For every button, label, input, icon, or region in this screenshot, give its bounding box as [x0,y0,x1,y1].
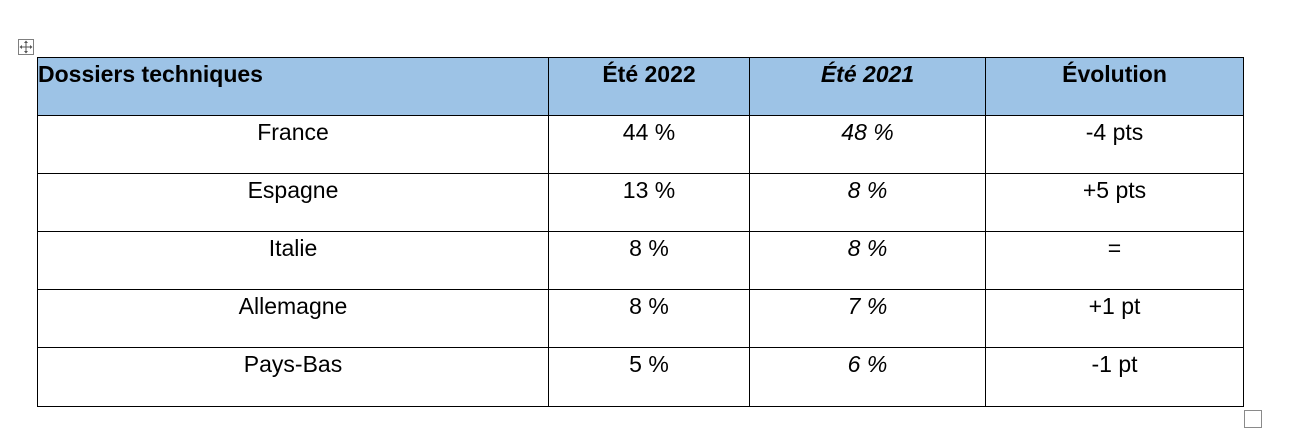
cell-country[interactable]: Italie [37,231,549,290]
cell-ete-2022[interactable]: 44 % [548,115,750,174]
cell-evolution[interactable]: +5 pts [985,173,1244,232]
cell-country[interactable]: France [37,115,549,174]
table-row: Italie 8 % 8 % = [37,231,1244,290]
header-dossiers-techniques[interactable]: Dossiers techniques [37,57,549,116]
cell-ete-2022[interactable]: 8 % [548,231,750,290]
header-ete-2021[interactable]: Été 2021 [749,57,986,116]
cell-country[interactable]: Pays-Bas [37,347,549,407]
table-row: France 44 % 48 % -4 pts [37,115,1244,174]
table-row: Espagne 13 % 8 % +5 pts [37,173,1244,232]
cell-ete-2021[interactable]: 8 % [749,231,986,290]
statistics-table: Dossiers techniques Été 2022 Été 2021 Év… [37,57,1244,407]
table-move-handle-icon[interactable] [18,39,34,55]
header-evolution[interactable]: Évolution [985,57,1244,116]
cell-ete-2021[interactable]: 48 % [749,115,986,174]
cell-evolution[interactable]: -4 pts [985,115,1244,174]
cell-country[interactable]: Espagne [37,173,549,232]
cell-ete-2022[interactable]: 13 % [548,173,750,232]
cell-evolution[interactable]: -1 pt [985,347,1244,407]
table-header-row: Dossiers techniques Été 2022 Été 2021 Év… [37,57,1244,116]
table-resize-handle-icon[interactable] [1244,410,1262,428]
move-arrows-icon [19,40,33,54]
cell-evolution[interactable]: = [985,231,1244,290]
table-row: Allemagne 8 % 7 % +1 pt [37,289,1244,348]
cell-ete-2022[interactable]: 5 % [548,347,750,407]
table-row: Pays-Bas 5 % 6 % -1 pt [37,347,1244,407]
cell-country[interactable]: Allemagne [37,289,549,348]
cell-evolution[interactable]: +1 pt [985,289,1244,348]
cell-ete-2021[interactable]: 6 % [749,347,986,407]
cell-ete-2021[interactable]: 7 % [749,289,986,348]
header-ete-2022[interactable]: Été 2022 [548,57,750,116]
cell-ete-2021[interactable]: 8 % [749,173,986,232]
cell-ete-2022[interactable]: 8 % [548,289,750,348]
